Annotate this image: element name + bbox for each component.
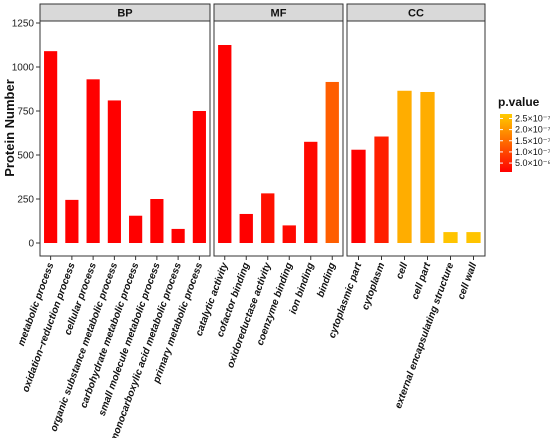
bar: [374, 136, 389, 243]
bar: [86, 79, 100, 243]
bar: [397, 90, 412, 243]
bar: [129, 215, 143, 243]
legend-label: 2.5×10⁻⁷: [515, 113, 550, 123]
y-tick-label: 500: [17, 151, 34, 162]
x-tick-label: cytoplasm: [360, 261, 387, 311]
y-tick-label: 250: [17, 195, 34, 206]
legend: p.value 2.5×10⁻⁷ 2.0×10⁻⁷1.5×10⁻⁷1.0×10⁻⁷…: [498, 95, 550, 172]
bar: [325, 81, 339, 244]
x-tick-label: binding: [315, 261, 338, 299]
panel-border: [346, 20, 486, 257]
bar: [420, 91, 435, 243]
y-axis: 0 250 500 750 1000 1250: [12, 19, 40, 250]
bar: [443, 232, 458, 243]
y-axis-label: Protein Number: [2, 79, 17, 177]
bar: [351, 149, 366, 243]
x-tick-label: cell part: [410, 261, 434, 301]
legend-label: 5.0×10⁻⁸: [515, 158, 550, 168]
x-tick-label: cell wall: [456, 261, 480, 301]
bar: [44, 51, 58, 243]
facet-strip-label: MF: [271, 8, 287, 20]
legend-label: 1.0×10⁻⁷: [515, 147, 550, 157]
legend-title: p.value: [498, 95, 540, 109]
y-tick-label: 1250: [12, 19, 35, 30]
legend-colorbar: [500, 114, 512, 172]
bar: [65, 199, 79, 243]
legend-label: 2.0×10⁻⁷: [515, 125, 550, 135]
bar: [192, 111, 206, 243]
y-tick-label: 0: [28, 239, 34, 250]
bar: [239, 213, 253, 243]
bar: [150, 199, 164, 243]
legend-label: 1.5×10⁻⁷: [515, 136, 550, 146]
bar: [282, 225, 296, 243]
bar: [466, 232, 481, 243]
bar: [218, 45, 232, 243]
y-tick-label: 750: [17, 107, 34, 118]
y-tick-label: 1000: [12, 63, 35, 74]
x-tick-label: cell: [394, 261, 410, 281]
facet-strip-label: CC: [408, 8, 424, 20]
bar: [171, 228, 185, 243]
facet-strip-label: BP: [117, 8, 132, 20]
bar: [107, 100, 121, 243]
bar: [261, 193, 275, 243]
panel-border: [39, 20, 211, 257]
bar: [304, 141, 318, 243]
panel-border: [213, 20, 344, 257]
